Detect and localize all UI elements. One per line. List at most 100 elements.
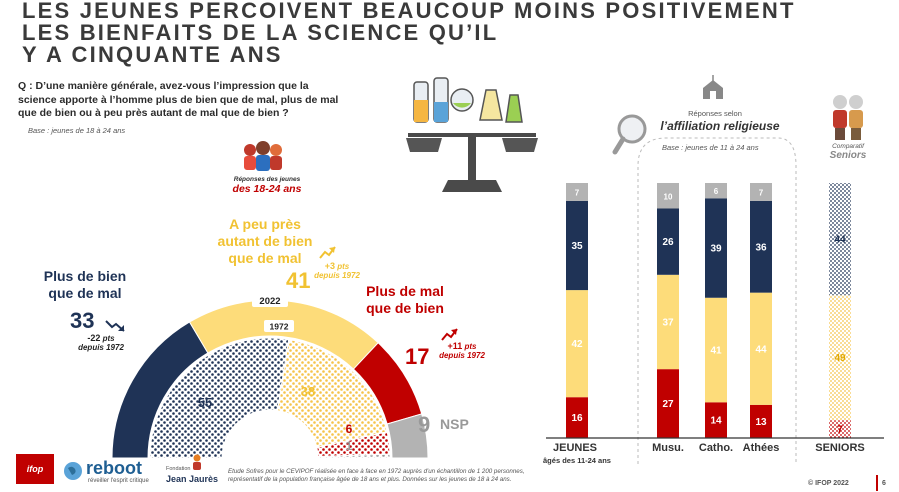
religion-dashed-frame	[637, 137, 797, 464]
label-plus-bien: Plus de bien que de mal	[43, 268, 127, 301]
delta-autant-unit: pts	[337, 262, 350, 271]
jaures-logo-line2: Jean Jaurès	[166, 474, 219, 484]
church-mosque-icon	[703, 75, 723, 99]
segment-plus-mal-label-3: 13	[755, 417, 767, 428]
religion-base-note: Base : jeunes de 11 à 24 ans	[662, 143, 759, 152]
religion-caption-line1: Réponses selon	[688, 109, 742, 118]
segment-nsp-label-0: 7	[575, 188, 580, 197]
youth-caption-line1: Réponses des jeunes	[233, 176, 301, 183]
copyright: © IFOP 2022	[808, 480, 849, 487]
segment-autant-label-2: 41	[710, 346, 722, 357]
year-label-1972: 1972	[270, 322, 289, 332]
segment-autant-2	[705, 297, 727, 403]
segment-nsp-label-2: 6	[714, 187, 719, 196]
title-line-1: LES JEUNES PERCOIVENT BEAUCOUP MOINS POS…	[22, 0, 796, 23]
label-autant: A peu près autant de bien que de mal	[217, 216, 313, 266]
label-plus-mal: Plus de mal que de bien	[366, 283, 444, 316]
reboot-tagline: réveiller l'esprit critique	[88, 478, 149, 484]
trend-up-icon	[319, 246, 336, 259]
delta-plus-mal-unit: pts	[464, 342, 477, 351]
category-label-catho: Catho.	[698, 442, 734, 454]
category-label-jeunes: JEUNES	[552, 442, 598, 454]
segment-autant-1	[657, 274, 679, 370]
trend-down-icon	[105, 320, 125, 332]
title-line-3: Y A CINQUANTE ANS	[22, 42, 283, 67]
trend-up-red-icon	[441, 328, 458, 341]
year-label-2022: 2022	[259, 296, 280, 307]
segment-plus-mal-3	[750, 404, 772, 438]
science-scale-illustration	[406, 77, 538, 192]
segment-nsp-label-1: 10	[664, 192, 673, 201]
inner-value-autant: 38	[301, 384, 315, 399]
segment-plus-bien-1	[657, 208, 679, 275]
value-plus-bien: 33	[70, 308, 95, 333]
inner-value-plus-bien: 55	[198, 395, 212, 410]
bars-group: 16 42 35 7 27 37 26 10 14 41 39 6 13 44 36 7 7 49 44	[566, 183, 851, 438]
donut-ring-2022	[111, 299, 429, 459]
segment-plus-mal-label-0: 16	[571, 413, 583, 424]
segment-plus-bien-3	[750, 200, 772, 293]
semi-donut-chart: 2022 1972 55 38 6 1	[111, 294, 429, 459]
page-title: LES JEUNES PERCOIVENT BEAUCOUP MOINS POS…	[22, 0, 796, 66]
segment-plus-bien-label-0: 35	[571, 241, 583, 252]
value-nsp: 9	[418, 412, 431, 437]
survey-question: Q : D’une manière générale, avez-vous l’…	[18, 80, 339, 119]
category-subtitle-jeunes: âgés des 11-24 ans	[543, 456, 611, 465]
stacked-bar-chart: 16 42 35 7 27 37 26 10 14 41 39 6 13 44 36 7 7 49 44	[546, 183, 884, 439]
segment-plus-bien-label-4: 44	[834, 235, 846, 246]
category-label-musu: Musu.	[652, 442, 684, 454]
segment-plus-mal-label-1: 27	[662, 399, 674, 410]
reboot-globe-icon	[64, 462, 82, 480]
segment-plus-bien-2	[705, 198, 727, 298]
segment-plus-mal-4	[829, 420, 851, 438]
delta-autant-value: +3	[324, 261, 336, 271]
segment-plus-bien-label-3: 36	[755, 242, 767, 253]
seniors-caption-line1: Comparatif	[832, 143, 864, 150]
seniors-caption: Comparatif Seniors	[818, 143, 878, 161]
label-nsp: NSP	[440, 416, 469, 432]
youth-group-icon	[244, 141, 282, 171]
reboot-logo: reboot	[86, 458, 142, 478]
delta-plus-mal-since: depuis 1972	[439, 351, 485, 360]
youth-caption: Réponses des jeunes des 18-24 ans	[222, 176, 312, 195]
magnifier-icon	[612, 114, 647, 155]
seniors-caption-line2: Seniors	[829, 150, 867, 161]
value-plus-mal: 17	[405, 344, 430, 369]
segment-nsp-2	[705, 183, 727, 199]
jaures-logo-line1: Fondation	[166, 466, 191, 472]
jaures-figure-icon	[193, 454, 201, 470]
inner-value-nsp: 1	[346, 439, 353, 453]
seniors-couple-icon	[833, 95, 863, 140]
slice-nsp-2022	[386, 413, 429, 459]
delta-autant-since: depuis 1972	[314, 271, 360, 280]
category-label-seniors: SENIORS	[815, 442, 865, 454]
slice-plus-bien-1972	[149, 337, 290, 459]
delta-plus-mal-value: +11	[447, 341, 463, 351]
value-autant: 41	[286, 268, 311, 293]
title-line-2: LES BIENFAITS DE LA SCIENCE QU’IL	[22, 20, 499, 45]
page-accent-bar	[876, 475, 878, 491]
inner-value-plus-mal: 6	[346, 422, 353, 436]
segment-autant-0	[566, 290, 588, 398]
segment-autant-label-4: 49	[834, 353, 846, 364]
ifop-logo: ifop	[16, 454, 54, 484]
segment-plus-mal-label-2: 14	[710, 416, 722, 427]
delta-plus-bien-since: depuis 1972	[78, 343, 124, 352]
slice-nsp-1972	[317, 453, 391, 459]
segment-nsp-0	[566, 183, 588, 201]
youth-caption-line2: des 18-24 ans	[232, 183, 302, 195]
segment-plus-bien-0	[566, 200, 588, 291]
religion-caption-line2: l’affiliation religieuse	[660, 119, 780, 133]
segment-autant-label-0: 42	[571, 339, 583, 350]
donut-ring-1972	[149, 337, 391, 459]
segment-plus-bien-label-1: 26	[662, 237, 674, 248]
category-label-athees: Athées	[742, 442, 780, 454]
segment-plus-mal-1	[657, 369, 679, 438]
segment-plus-bien-label-2: 39	[710, 244, 722, 255]
segment-plus-mal-2	[705, 402, 727, 438]
segment-plus-bien-4	[829, 183, 851, 296]
segment-plus-mal-0	[566, 397, 588, 438]
segment-nsp-label-3: 7	[759, 188, 764, 197]
slice-autant-1972	[276, 338, 388, 449]
bar-category-labels: JEUNES âgés des 11-24 ans Musu. Catho. A…	[540, 442, 890, 472]
